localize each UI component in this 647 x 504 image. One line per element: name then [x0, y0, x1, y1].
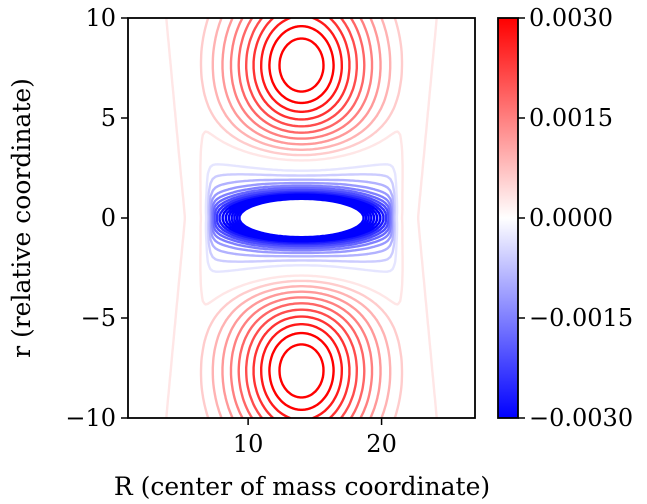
- colorbar-tick-label: 0.0000: [529, 204, 613, 232]
- colorbar-tick-label: 0.0030: [529, 4, 613, 32]
- contour-line: [208, 181, 395, 255]
- colorbar: [497, 17, 519, 419]
- contour-line: [229, 18, 374, 418]
- x-axis-label: R (center of mass coordinate): [114, 472, 490, 501]
- colorbar-tick-label: 0.0015: [529, 104, 613, 132]
- contour-line: [238, 197, 365, 239]
- contour-line: [165, 18, 438, 418]
- contour-line: [260, 18, 343, 418]
- contour-line: [227, 194, 376, 242]
- colorbar-tick-label: −0.0030: [529, 404, 633, 432]
- contour-line: [224, 193, 379, 243]
- contour-line: [213, 188, 390, 248]
- y-tick-label: −5: [81, 304, 116, 332]
- contour-line: [233, 196, 370, 240]
- contour-line: [210, 184, 393, 252]
- x-tick-label: 10: [233, 430, 264, 458]
- contour-line: [235, 196, 368, 240]
- contour-line: [215, 189, 388, 247]
- y-axis-ticks: 10 5 0 −5 −10: [65, 4, 128, 432]
- contour-line: [204, 163, 399, 273]
- y-tick-label: −10: [65, 404, 116, 432]
- contour-line: [230, 195, 373, 241]
- contour-line: [221, 18, 382, 418]
- contour-line: [245, 18, 358, 418]
- contour-line: [221, 192, 382, 244]
- contour-lines: [165, 18, 438, 418]
- contour-line: [211, 18, 392, 418]
- contour-line: [278, 37, 325, 399]
- contour-line: [206, 173, 397, 263]
- y-tick-label: 0: [101, 204, 116, 232]
- contour-line: [218, 191, 385, 245]
- x-tick-label: 20: [366, 430, 397, 458]
- contour-line: [211, 186, 392, 250]
- colorbar-tick-label: −0.0015: [529, 304, 633, 332]
- contour-line: [207, 178, 396, 258]
- contour-line: [199, 18, 404, 418]
- y-tick-label: 5: [101, 104, 116, 132]
- x-axis-ticks: 10 20: [233, 418, 397, 458]
- contour-line: [252, 18, 351, 418]
- contour-line: [237, 18, 366, 418]
- y-tick-label: 10: [85, 4, 116, 32]
- plot-frame: [127, 17, 476, 419]
- contour-line: [268, 25, 335, 411]
- colorbar-ticks: 0.0030 0.0015 0.0000 −0.0015 −0.0030: [518, 4, 633, 432]
- y-axis-label: r (relative coordinate): [7, 78, 36, 358]
